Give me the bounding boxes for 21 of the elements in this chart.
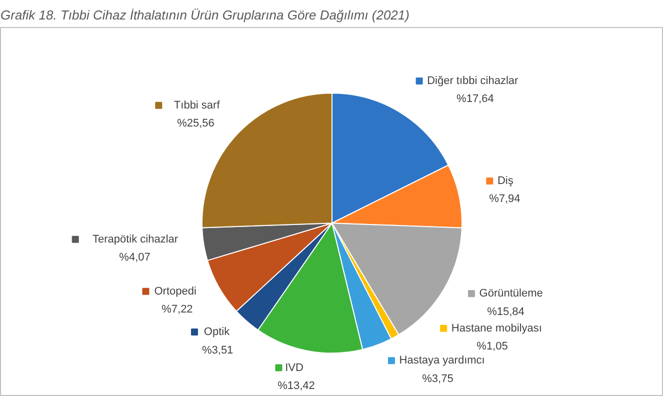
data-label: %3,51 — [202, 344, 234, 356]
legend-label: Diş — [497, 174, 514, 187]
legend-label: Diğer tıbbi cihazlar — [427, 74, 519, 87]
data-label: %7,22 — [162, 304, 193, 316]
chart-title: Grafik 18. Tıbbi Cihaz İthalatının Ürün Gruplarına Göre Dağılımı (2021) — [0, 8, 410, 22]
legend-label: Terapötik cihazlar — [92, 233, 178, 246]
legend-label: Görüntüleme — [479, 288, 543, 300]
legend-label: Hastaya yardımcı — [399, 354, 485, 367]
legend-label: Optik — [204, 326, 230, 338]
legend-label: Tıbbi sarf — [174, 99, 221, 112]
data-label: %13,42 — [278, 380, 315, 392]
data-label: %1,05 — [476, 340, 508, 353]
data-label: %15,84 — [487, 306, 524, 318]
data-label: %3,75 — [422, 372, 454, 385]
data-label: %17,64 — [456, 93, 494, 106]
legend-label: Hastane mobilyası — [451, 322, 542, 334]
legend-label: Ortopedi — [154, 285, 196, 298]
legend-label: IVD — [285, 362, 304, 374]
data-label: %25,56 — [177, 118, 214, 130]
data-label: %4,07 — [119, 252, 150, 264]
data-label: %7,94 — [489, 193, 520, 206]
